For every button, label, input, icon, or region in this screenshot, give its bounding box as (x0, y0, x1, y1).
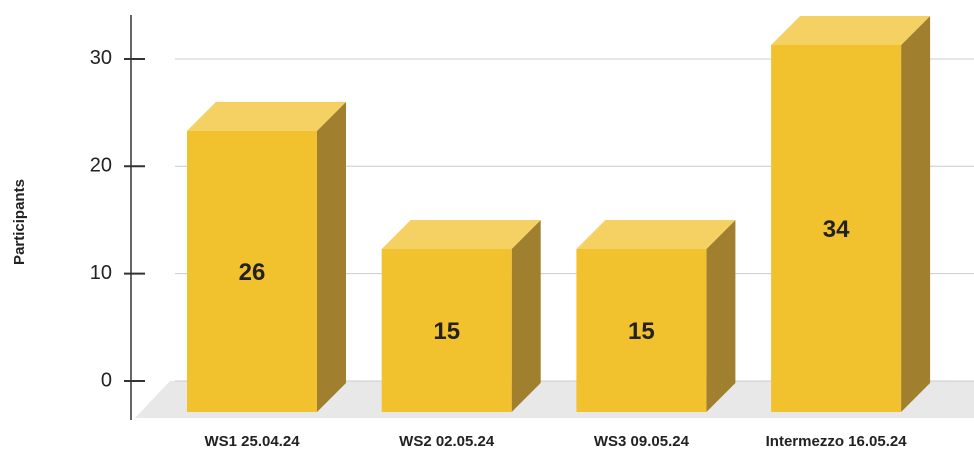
y-tick-label: 0 (101, 369, 112, 391)
bar (187, 101, 346, 412)
x-tick-label: WS1 25.04.24 (204, 433, 300, 450)
bar-side (901, 16, 931, 412)
value-label: 34 (823, 216, 850, 243)
x-tick-label: WS3 09.05.24 (594, 433, 690, 450)
y-axis-label: Participants (11, 179, 28, 265)
bar-top (576, 219, 736, 249)
y-tick-label: 20 (90, 155, 112, 177)
bar-top (187, 101, 346, 131)
bar-front (771, 45, 902, 412)
bar (576, 219, 736, 412)
bar-side (317, 101, 346, 412)
y-tick-label: 10 (90, 262, 112, 284)
x-tick-label: Intermezzo 16.05.24 (766, 433, 908, 450)
bar-front (381, 248, 512, 412)
floor (135, 381, 974, 418)
bar-top (771, 16, 931, 45)
bar-front (576, 248, 707, 412)
bar-front (187, 130, 317, 412)
value-label: 15 (433, 318, 460, 345)
bar-side (706, 219, 736, 412)
value-label: 15 (628, 318, 655, 345)
y-tick-label: 30 (90, 47, 112, 69)
bar (771, 16, 931, 412)
bar-side (511, 219, 541, 412)
bar (381, 219, 541, 412)
bar-top (381, 219, 541, 249)
x-tick-label: WS2 02.05.24 (399, 433, 495, 450)
value-label: 26 (239, 259, 266, 286)
